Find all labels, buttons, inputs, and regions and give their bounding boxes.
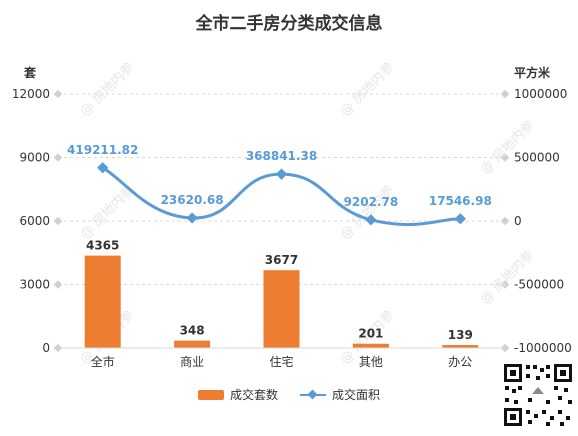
bar-data-label: 3677 (265, 253, 298, 267)
line-data-label: 17546.98 (429, 194, 492, 208)
left-axis-tick-marker (53, 216, 63, 226)
left-axis-tick-marker (53, 89, 63, 99)
line-point[interactable] (275, 168, 288, 180)
line-data-label: 368841.38 (246, 149, 317, 163)
left-axis-tick-marker (53, 280, 63, 289)
bar[interactable] (352, 343, 389, 348)
legend-label-bars: 成交套数 (230, 388, 279, 402)
line-point[interactable] (365, 214, 377, 226)
legend: 成交套数 成交面积 (198, 386, 402, 403)
chart-title: 全市二手房分类成交信息 (195, 14, 383, 34)
left-axis-tick-label: 12000 (12, 87, 50, 101)
right-axis-tick-marker (500, 216, 510, 226)
bar[interactable] (84, 255, 121, 348)
x-axis-tick-label: 住宅 (269, 354, 293, 369)
bar-data-label: 201 (358, 327, 383, 341)
right-axis-tick-label: 1000000 (514, 87, 567, 101)
right-axis-tick-marker (500, 89, 510, 99)
left-axis-tick-label: 6000 (19, 214, 50, 228)
line-point[interactable] (454, 213, 466, 225)
watermark-text: @ 房地内参 (477, 117, 537, 177)
bar[interactable] (263, 270, 300, 348)
right-axis-tick-label: 0 (514, 214, 522, 228)
watermark-text: @ 房地内参 (337, 182, 397, 242)
x-axis-tick-label: 全市 (91, 354, 115, 369)
x-axis-tick-label: 办公 (448, 354, 472, 369)
x-axis-tick-label: 商业 (180, 354, 204, 369)
x-axis-tick-label: 其他 (359, 355, 383, 369)
bar-data-label: 348 (180, 324, 205, 338)
line-data-label: 9202.78 (344, 195, 399, 209)
right-axis-tick-label: -1000000 (514, 341, 572, 355)
left-axis-tick-label: 9000 (19, 151, 50, 165)
bar-data-label: 4365 (86, 239, 119, 253)
watermark-text: @ 房地内参 (77, 59, 137, 119)
watermark-text: @ 房地内参 (337, 59, 397, 119)
legend-item-line[interactable]: 成交面积 (300, 386, 380, 403)
line-data-label: 23620.68 (161, 193, 224, 207)
line-data-label: 419211.82 (67, 143, 138, 157)
right-axis-unit: 平方米 (514, 66, 551, 80)
left-axis-tick-label: 0 (42, 341, 50, 355)
right-axis-tick-marker (500, 153, 510, 162)
legend-line-swatch (300, 390, 327, 400)
bar[interactable] (174, 340, 211, 348)
legend-item-bars[interactable]: 成交套数 (198, 386, 278, 403)
left-axis-tick-marker (53, 153, 63, 162)
watermark-text: @ 房地内参 (77, 182, 137, 242)
bar-data-label: 139 (448, 328, 473, 342)
line-point[interactable] (186, 212, 198, 224)
left-axis-unit: 套 (24, 66, 37, 80)
legend-bar-swatch (198, 389, 224, 400)
right-axis-tick-marker (500, 280, 510, 289)
qr-code-icon (502, 362, 574, 428)
bar[interactable] (442, 345, 479, 348)
right-axis-tick-label: -500000 (514, 278, 564, 292)
left-axis-tick-label: 3000 (19, 278, 50, 292)
right-axis-tick-label: 500000 (514, 151, 560, 165)
legend-label-line: 成交面积 (332, 388, 381, 402)
